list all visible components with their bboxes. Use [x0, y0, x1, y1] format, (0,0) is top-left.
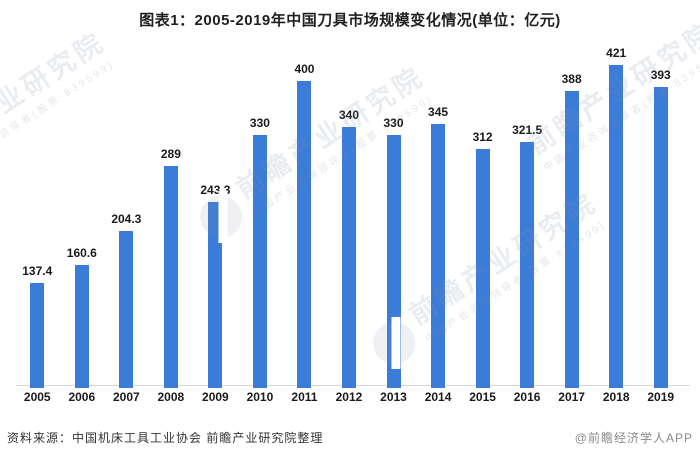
- value-label-2014: 345: [428, 104, 449, 119]
- chart-footer: 资料来源：中国机床工具工业协会 前瞻产业研究院整理 @前瞻经济学人APP: [7, 429, 693, 446]
- x-tick-label-2019: 2019: [647, 390, 675, 404]
- value-label-2012: 340: [338, 108, 359, 123]
- x-tick-label-2007: 2007: [112, 390, 140, 404]
- x-tick-label-2006: 2006: [68, 390, 96, 404]
- bar-2010: [252, 135, 267, 388]
- x-tick-label-2013: 2013: [380, 390, 407, 404]
- bar-2009: [208, 201, 223, 388]
- x-tick-label-2008: 2008: [157, 390, 185, 404]
- x-tick-label-2014: 2014: [424, 390, 452, 404]
- bar-slot-2015: 312: [460, 130, 505, 388]
- x-tick-label-2009: 2009: [202, 390, 229, 404]
- x-tick-label-2010: 2010: [246, 390, 274, 404]
- bar-slot-2013: 330: [371, 116, 416, 388]
- x-tick-label-2017: 2017: [558, 390, 585, 404]
- bar-2007: [119, 231, 134, 388]
- bar-slot-2019: 393: [638, 68, 683, 388]
- x-axis-labels: 2005 2006 2007 2008 2009 2010 2011 2012 2013 2014…: [15, 390, 683, 404]
- bar-slot-2016: 321.5: [505, 122, 550, 388]
- x-tick-label-2005: 2005: [23, 390, 51, 404]
- bar-slot-2006: 160.6: [60, 246, 105, 388]
- bar-2013: [386, 135, 401, 388]
- value-label-2017: 388: [561, 71, 582, 86]
- bar-slot-2010: 330: [238, 116, 283, 388]
- x-tick-label-2011: 2011: [291, 390, 318, 404]
- bar-slot-2017: 388: [549, 71, 594, 388]
- bar-slot-2008: 289: [149, 147, 194, 388]
- x-tick-label-2015: 2015: [469, 390, 496, 404]
- bar-slot-2005: 137.4: [15, 264, 60, 388]
- bar-2015: [475, 148, 490, 388]
- bar-2008: [163, 166, 178, 388]
- x-tick-label-2016: 2016: [513, 390, 541, 404]
- bar-2018: [609, 65, 624, 388]
- x-tick-label-2012: 2012: [335, 390, 363, 404]
- value-label-2013: 330: [383, 116, 404, 130]
- source-text: 资料来源：中国机床工具工业协会 前瞻产业研究院整理: [7, 431, 324, 445]
- bar-slot-2014: 345: [416, 104, 461, 388]
- bar-2017: [564, 90, 579, 388]
- bar-slot-2018: 421: [594, 46, 639, 388]
- value-label-2015: 312: [472, 129, 493, 144]
- credit-text: @前瞻经济学人APP: [574, 431, 693, 445]
- bar-slot-2009: 243.3: [193, 182, 238, 388]
- bar-2005: [30, 282, 45, 388]
- value-label-2005: 137.4: [22, 263, 53, 278]
- value-label-2018: 421: [606, 46, 627, 61]
- bar-2019: [653, 86, 668, 388]
- bar-2011: [297, 81, 312, 388]
- bar-2012: [341, 127, 356, 388]
- bar-2014: [431, 123, 446, 388]
- value-label-2019: 393: [650, 67, 671, 82]
- value-label-2011: 400: [294, 62, 315, 77]
- value-label-2016: 321.5: [512, 122, 543, 137]
- bar-2006: [74, 264, 89, 388]
- value-label-2008: 289: [160, 147, 181, 162]
- bar-slot-2007: 204.3: [104, 212, 149, 388]
- value-label-2007: 204.3: [111, 212, 142, 227]
- bar-2016: [520, 141, 535, 388]
- value-label-2009: 243.3: [200, 182, 231, 197]
- chart-title: 图表1：2005-2019年中国刀具市场规模变化情况(单位：亿元): [139, 12, 561, 29]
- x-tick-label-2018: 2018: [602, 390, 630, 404]
- value-label-2010: 330: [249, 116, 270, 130]
- bar-slot-2012: 340: [327, 108, 372, 388]
- plot-area: 137.4 160.6 204.3 289 243.3 330 400 340 330 345 31…: [15, 43, 683, 388]
- bar-slot-2011: 400: [282, 62, 327, 388]
- value-label-2006: 160.6: [66, 245, 97, 260]
